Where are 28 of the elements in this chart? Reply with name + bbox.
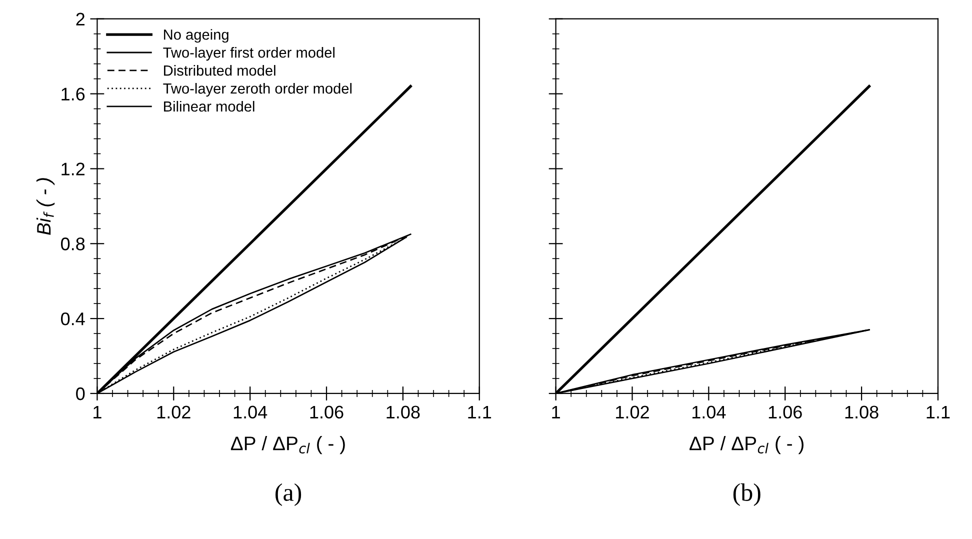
x-axis-title: ΔP / ΔP$_{cl}$ ( - )	[690, 436, 804, 454]
y-tick-label: 2	[76, 12, 84, 26]
legend-label: Distributed model	[164, 65, 276, 76]
legend-label: Two-layer first order model	[163, 47, 334, 61]
y-tick-label: 1.2	[62, 162, 84, 176]
y-tick-label: 0.4	[61, 312, 85, 326]
x-tick-label: 1.06	[310, 406, 344, 419]
legend-label: No ageing	[164, 29, 228, 43]
legend-label: Two-layer zeroth order model	[163, 82, 352, 97]
x-tick-label: 1.1	[468, 406, 492, 418]
x-tick-label: 1.04	[234, 406, 268, 419]
text: (a)	[276, 483, 302, 506]
y-axis-title: Bi$_{f}$ ( - )	[36, 178, 55, 235]
x-tick-label: 1.06	[768, 406, 802, 419]
y-tick-label: 0.8	[61, 238, 85, 250]
x-tick-label: 1.08	[845, 406, 878, 419]
y-tick-label: 0	[76, 387, 85, 400]
text: (b)	[733, 483, 760, 506]
x-tick-label: 1.08	[386, 406, 420, 419]
x-tick-label: 1	[94, 406, 102, 418]
legend-label: Bilinear model	[164, 100, 254, 112]
x-tick-label: 1	[552, 406, 560, 418]
y-tick-label: 1.6	[62, 88, 85, 101]
x-tick-label: 1.1	[926, 406, 950, 418]
x-tick-label: 1.02	[157, 406, 190, 419]
x-tick-label: 1.04	[692, 406, 726, 419]
x-tick-label: 1.02	[616, 406, 649, 419]
x-axis-title: ΔP / ΔP$_{cl}$ ( - )	[230, 436, 345, 454]
